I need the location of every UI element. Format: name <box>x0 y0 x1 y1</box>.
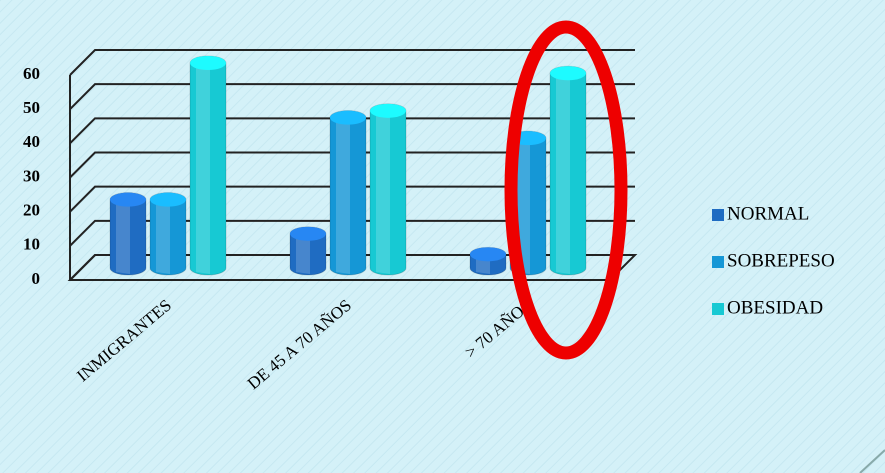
y-tick-label: 50 <box>23 98 40 117</box>
grid-line <box>69 117 635 145</box>
bar-cap <box>550 66 586 81</box>
grid-line <box>69 151 635 179</box>
grid-line <box>69 254 635 281</box>
y-tick-label: 20 <box>23 201 40 220</box>
bar-cap <box>470 247 506 262</box>
bar-shade <box>116 199 130 274</box>
y-tick-label: 40 <box>23 132 40 151</box>
legend-label: OBESIDAD <box>727 297 823 318</box>
bar-cap <box>150 192 186 207</box>
bar-cap <box>190 56 226 70</box>
bar-shade <box>196 63 210 274</box>
bar-cap <box>330 110 366 125</box>
y-tick-label: 30 <box>23 166 40 185</box>
bar-shade <box>296 233 310 274</box>
bar-cap <box>110 192 146 207</box>
y-tick-label: 10 <box>23 235 40 254</box>
legend-label: SOBREPESO <box>727 250 835 271</box>
bar-shade <box>556 73 570 274</box>
grid-line <box>69 83 635 110</box>
grid-line <box>69 185 635 213</box>
corner-line <box>859 449 885 473</box>
legend-swatch <box>712 209 724 221</box>
grid-line <box>69 49 635 76</box>
y-tick-label: 0 <box>32 269 41 288</box>
legend-swatch <box>712 303 724 315</box>
highlight-ellipse <box>504 20 628 360</box>
bar-cap <box>370 103 406 118</box>
bar-shade <box>156 199 170 274</box>
grid-line <box>69 219 635 247</box>
bar-cap <box>290 226 326 241</box>
y-tick-label: 60 <box>23 64 40 83</box>
bar-shade <box>376 110 390 274</box>
legend-swatch <box>712 256 724 268</box>
legend-label: NORMAL <box>727 203 809 224</box>
bar-shade <box>336 117 350 275</box>
